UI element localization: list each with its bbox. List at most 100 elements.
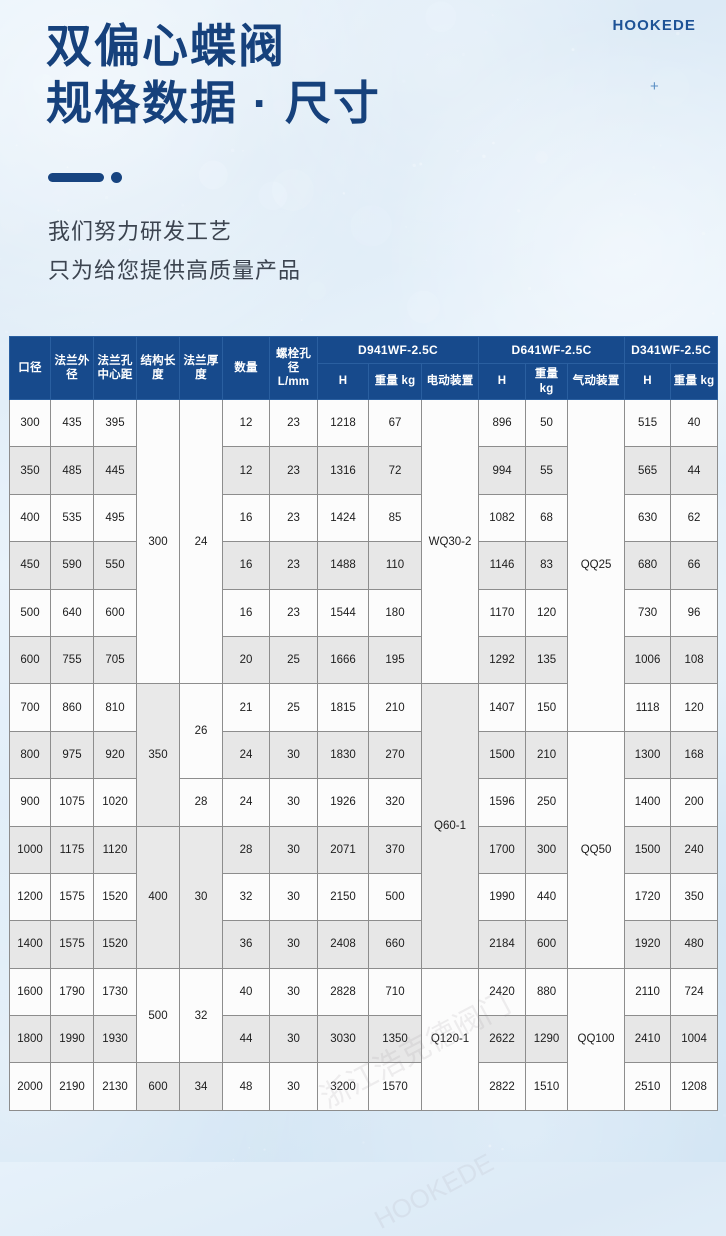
cell-d641-weight: 300: [525, 825, 569, 874]
col-header-bore: 口径: [9, 336, 51, 400]
plus-decor-icon: +: [650, 78, 659, 95]
cell-quantity: 12: [222, 446, 270, 495]
cell-d941-h: 1316: [317, 446, 369, 495]
cell-bore: 900: [9, 778, 51, 827]
cell-structure-length: 350: [136, 683, 180, 827]
cell-flange-od: 535: [50, 493, 94, 543]
cell-structure-length: 500: [136, 967, 180, 1064]
cell-flange-od: 860: [50, 683, 94, 732]
cell-bolt-hole: 30: [269, 778, 318, 827]
title-line-1: 双偏心蝶阀: [46, 20, 286, 72]
cell-bore: 1000: [9, 825, 51, 874]
cell-d341-weight: 480: [670, 920, 719, 969]
cell-d941-h: 2828: [317, 967, 369, 1017]
cell-d341-h: 1118: [624, 683, 672, 732]
cell-d341-weight: 40: [670, 398, 719, 448]
cell-d641-weight: 55: [525, 446, 569, 495]
cell-d641-weight: 68: [525, 493, 569, 543]
col-header-quantity: 数量: [222, 336, 270, 400]
cell-flange-od: 975: [50, 730, 94, 780]
cell-d341-h: 565: [624, 446, 672, 495]
watermark-secondary: HOOKEDE: [369, 1147, 499, 1235]
cell-d641-h: 1170: [478, 588, 527, 637]
cell-d641-h: 994: [478, 446, 527, 495]
cell-d941-weight: 1570: [368, 1062, 422, 1111]
col-header-structure-length: 结构长度: [136, 336, 180, 400]
cell-bore: 1200: [9, 872, 51, 922]
cell-bolt-pcd: 1730: [93, 967, 137, 1017]
cell-d341-weight: 1208: [670, 1062, 719, 1111]
cell-d941-h: 3200: [317, 1062, 369, 1111]
cell-d941-weight: 85: [368, 493, 422, 543]
cell-flange-od: 1075: [50, 778, 94, 827]
cell-flange-od: 640: [50, 588, 94, 637]
table-row: 500 640 600 16 23 1544 180 1170 120 730 96: [9, 588, 719, 637]
cell-d941-h: 1424: [317, 493, 369, 543]
cell-flange-od: 1790: [50, 967, 94, 1017]
table-row: 1600 1790 1730 500 32 40 30 2828 710 Q120-1 2420 88…: [9, 967, 719, 1111]
cell-bolt-hole: 23: [269, 588, 318, 637]
cell-bolt-hole: 23: [269, 493, 318, 543]
col-header-d941-h: H: [317, 363, 369, 400]
cell-flange-od: 485: [50, 446, 94, 495]
cell-d641-h: 1407: [478, 683, 527, 732]
cell-flange-thickness: 24: [179, 398, 223, 685]
cell-flange-thickness: 28: [179, 778, 223, 827]
cell-pneumatic-actuator: QQ25: [567, 399, 626, 732]
subtitle-line-1: 我们努力研发工艺: [48, 219, 233, 244]
cell-d941-weight: 67: [368, 398, 422, 448]
cell-bolt-hole: 30: [269, 825, 318, 874]
brand-logo: HOOKEDE: [612, 17, 696, 34]
divider-dot: [111, 172, 122, 183]
cell-d641-weight: 600: [525, 920, 569, 969]
cell-d941-weight: 110: [368, 541, 422, 590]
cell-bolt-hole: 30: [269, 730, 318, 780]
cell-flange-od: 1175: [50, 825, 94, 874]
table-row: 1000 1175 1120 400 30 28 30 2071 370 1700 300 1500 2…: [9, 825, 719, 969]
cell-d341-weight: 168: [670, 730, 719, 780]
cell-bore: 600: [9, 635, 51, 685]
subtitle-line-2: 只为给您提供高质量产品: [48, 258, 302, 283]
cell-bolt-pcd: 1520: [93, 872, 137, 922]
cell-electric-actuator: Q120-1: [420, 967, 480, 1111]
cell-d941-h: 1218: [317, 398, 369, 448]
cell-d941-weight: 1350: [368, 1015, 422, 1064]
cell-d641-weight: 880: [525, 967, 569, 1017]
page-subtitle: 我们努力研发工艺 只为给您提供高质量产品: [48, 212, 301, 290]
col-header-d341-h: H: [624, 363, 672, 400]
cell-d941-h: 1488: [317, 541, 369, 590]
spec-table: 口径 法兰外径 法兰孔中心距 结构长度 法兰厚度 数量 螺栓孔径 L/mm D9…: [9, 336, 719, 1111]
cell-d941-h: 2071: [317, 825, 369, 874]
cell-flange-od: 2190: [50, 1062, 94, 1111]
cell-bolt-pcd: 495: [93, 493, 137, 543]
cell-bolt-pcd: 600: [93, 588, 137, 637]
col-header-bolt-pcd: 法兰孔中心距: [93, 336, 137, 400]
cell-bolt-pcd: 1020: [93, 778, 137, 827]
col-header-flange-thickness: 法兰厚度: [179, 336, 223, 400]
cell-bolt-pcd: 2130: [93, 1062, 137, 1111]
cell-quantity: 48: [222, 1062, 270, 1111]
cell-d641-weight: 1290: [525, 1015, 569, 1064]
cell-d941-h: 1815: [317, 683, 369, 732]
cell-d341-h: 1500: [624, 825, 672, 874]
cell-bolt-hole: 25: [269, 635, 318, 685]
table-row: 1800 1990 1930 44 30 3030 1350 2622 1290 2410 1004: [9, 1015, 719, 1064]
cell-d941-h: 3030: [317, 1015, 369, 1064]
cell-d641-h: 2822: [478, 1062, 527, 1111]
cell-d641-h: 1082: [478, 493, 527, 543]
cell-d941-weight: 370: [368, 825, 422, 874]
cell-flange-od: 590: [50, 541, 94, 590]
col-header-d941-weight: 重量 kg: [368, 363, 422, 400]
cell-d641-weight: 150: [525, 683, 569, 732]
cell-electric-actuator: Q60-1: [420, 683, 480, 969]
cell-d641-h: 2622: [478, 1015, 527, 1064]
cell-d341-weight: 120: [670, 683, 719, 732]
cell-d941-h: 1544: [317, 588, 369, 637]
table-row: 800 975 920 24 30 1830 270 1500 210 QQ50 1300 168: [9, 730, 719, 969]
table-row: 450 590 550 16 23 1488 110 1146 83 680 66: [9, 541, 719, 590]
cell-bore: 1600: [9, 967, 51, 1017]
table-row: 900 1075 1020 28 24 30 1926 320 1596 250 1400 200: [9, 778, 719, 827]
cell-d341-h: 2110: [624, 967, 672, 1017]
cell-bolt-hole: 30: [269, 1015, 318, 1064]
cell-flange-thickness: 34: [179, 1062, 223, 1111]
